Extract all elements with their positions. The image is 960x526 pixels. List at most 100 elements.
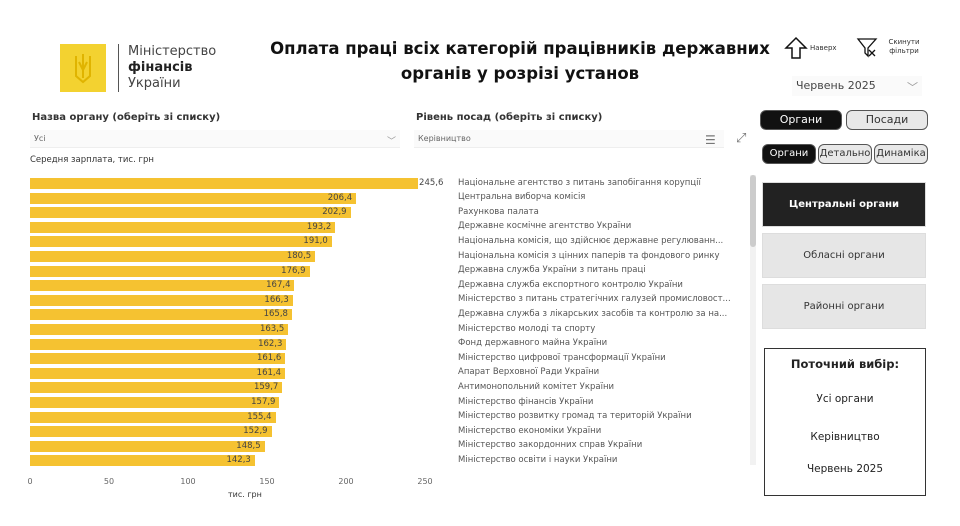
toggle-posady[interactable]: Посади — [846, 110, 928, 130]
category-label: Державна служба експортного контролю Укр… — [458, 279, 683, 290]
tab-label: Органи — [769, 148, 809, 159]
category-label: Державна служба України з питань праці — [458, 265, 646, 276]
category-label: Міністерство закордонних справ України — [458, 440, 643, 451]
chevron-down-icon: ﹀ — [386, 137, 396, 147]
arrow-up-icon — [784, 36, 808, 59]
bar[interactable] — [30, 411, 276, 423]
x-tick-label: 250 — [417, 477, 433, 486]
expand-icon[interactable]: ⤢ — [736, 131, 747, 146]
page-title: Оплата праці всіх категорій працівників … — [270, 39, 770, 83]
bar[interactable] — [30, 440, 265, 452]
category-label: Міністерство освіти і науки України — [458, 454, 618, 465]
data-label: 161,6 — [256, 353, 282, 364]
data-label: 148,5 — [236, 440, 261, 451]
logo-text-1: Міністерство — [128, 44, 217, 59]
subtab-organy[interactable]: Органи — [762, 144, 816, 164]
category-label: Міністерство цифрової трансформації Укра… — [458, 352, 666, 363]
bar[interactable] — [30, 353, 286, 365]
data-label: 165,8 — [263, 309, 288, 320]
bar[interactable] — [30, 338, 287, 350]
category-label: Державне космічне агентство України — [458, 221, 632, 232]
bar[interactable] — [30, 236, 332, 248]
org-filter-label: Назва органу (оберіть зі списку) — [32, 112, 221, 123]
data-label: 157,9 — [251, 397, 276, 407]
selection-title: Поточний вибір: — [790, 357, 900, 371]
reset-filters-label[interactable]: Скинути фільтри — [888, 38, 920, 55]
org-filter-dropdown[interactable]: Усі ﹀ — [30, 130, 400, 148]
bar[interactable] — [30, 192, 357, 204]
x-tick-label: 150 — [259, 477, 275, 486]
data-label: 166,3 — [264, 294, 289, 305]
up-button[interactable] — [784, 36, 808, 64]
bar[interactable] — [30, 426, 272, 438]
selection-level: Керівництво — [810, 431, 880, 443]
category-label: Міністерство молоді та спорту — [458, 323, 596, 334]
category-label: Рахункова палата — [458, 206, 539, 217]
bar[interactable] — [30, 309, 292, 321]
bar[interactable] — [30, 178, 419, 189]
regional-organs-button[interactable]: Обласні органи — [762, 233, 926, 278]
bar[interactable] — [30, 207, 351, 219]
bar[interactable] — [30, 251, 316, 262]
subtab-detalno[interactable]: Детально — [818, 144, 872, 164]
category-label: Фонд державного майна України — [458, 338, 608, 349]
category-label: Міністерство з питань стратегічних галуз… — [458, 294, 731, 305]
filter-icon[interactable]: ☰ — [705, 133, 716, 147]
category-label: Міністерство економіки України — [458, 425, 602, 436]
logo-text-2: фінансів — [128, 60, 193, 75]
central-organs-button[interactable]: Центральні органи — [762, 182, 926, 227]
org-filter-value: Усі — [34, 134, 46, 143]
scrollbar-thumb[interactable] — [750, 175, 756, 247]
tab-label: Детально — [819, 148, 871, 159]
bar[interactable] — [30, 280, 295, 292]
x-tick-label: 200 — [338, 477, 354, 486]
selection-org: Усі органи — [816, 393, 874, 405]
bar[interactable] — [30, 324, 289, 335]
button-label: Обласні органи — [803, 250, 885, 261]
bar[interactable] — [30, 382, 283, 394]
bar[interactable] — [30, 367, 285, 379]
bar[interactable] — [30, 294, 293, 306]
level-filter-label: Рівень посад (оберіть зі списку) — [416, 112, 603, 123]
current-selection-card: Поточний вибір: Усі органи Керівництво Ч… — [764, 348, 926, 496]
data-label: 193,2 — [306, 221, 332, 232]
data-label: 245,6 — [419, 178, 444, 188]
subtab-dynamika[interactable]: Динаміка — [874, 144, 928, 164]
bar[interactable] — [30, 265, 310, 277]
reset-filters-button[interactable] — [856, 36, 878, 62]
chart-title: Середня зарплата, тис. грн — [30, 155, 154, 165]
data-label: 152,9 — [243, 426, 268, 437]
category-label: Центральна виборча комісія — [458, 192, 586, 203]
data-label: 167,4 — [266, 280, 291, 291]
bar[interactable] — [30, 397, 280, 408]
category-label: Державна служба з лікарських засобів та … — [458, 308, 728, 319]
x-tick-label: 50 — [103, 477, 115, 486]
chart-scrollbar[interactable] — [750, 175, 756, 465]
data-label: 180,5 — [286, 251, 312, 261]
trident-icon — [75, 54, 91, 84]
toggle-label: Органи — [779, 113, 823, 126]
data-label: 162,3 — [258, 338, 283, 349]
logo-divider — [118, 44, 119, 92]
data-label: 206,4 — [327, 192, 353, 203]
district-organs-button[interactable]: Районні органи — [762, 284, 926, 329]
bar[interactable] — [30, 455, 255, 467]
data-label: 202,9 — [322, 207, 347, 218]
button-label: Районні органи — [803, 301, 885, 312]
x-axis-label: тис. грн — [228, 490, 262, 499]
bar[interactable] — [30, 221, 336, 233]
data-label: 142,3 — [226, 455, 251, 466]
up-label[interactable]: Наверх — [810, 44, 837, 52]
chevron-down-icon: ﹀ — [907, 81, 918, 94]
toggle-organy[interactable]: Органи — [760, 110, 842, 130]
bar-chart: 245,6 Національне агентство з питань запо… — [27, 178, 731, 487]
level-filter-dropdown[interactable]: Керівництво — [414, 130, 724, 148]
toggle-label: Посади — [865, 113, 909, 126]
logo — [60, 44, 106, 92]
x-tick-label: 100 — [180, 477, 196, 486]
period-select[interactable]: Червень 2025 ﹀ — [792, 76, 922, 96]
data-label: 176,9 — [281, 265, 306, 276]
logo-text-3: України — [128, 76, 181, 91]
data-label: 155,4 — [247, 411, 272, 422]
selection-period: Червень 2025 — [806, 463, 884, 475]
